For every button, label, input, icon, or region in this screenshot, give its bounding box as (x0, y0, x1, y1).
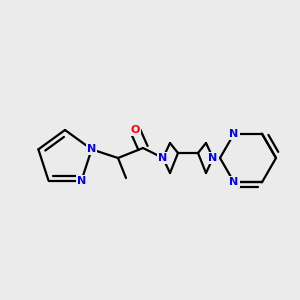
Text: N: N (158, 153, 168, 163)
Text: N: N (230, 129, 238, 139)
Text: N: N (208, 153, 217, 163)
Text: N: N (87, 144, 96, 154)
Text: N: N (230, 177, 238, 187)
Text: O: O (130, 125, 140, 135)
Text: N: N (77, 176, 86, 186)
